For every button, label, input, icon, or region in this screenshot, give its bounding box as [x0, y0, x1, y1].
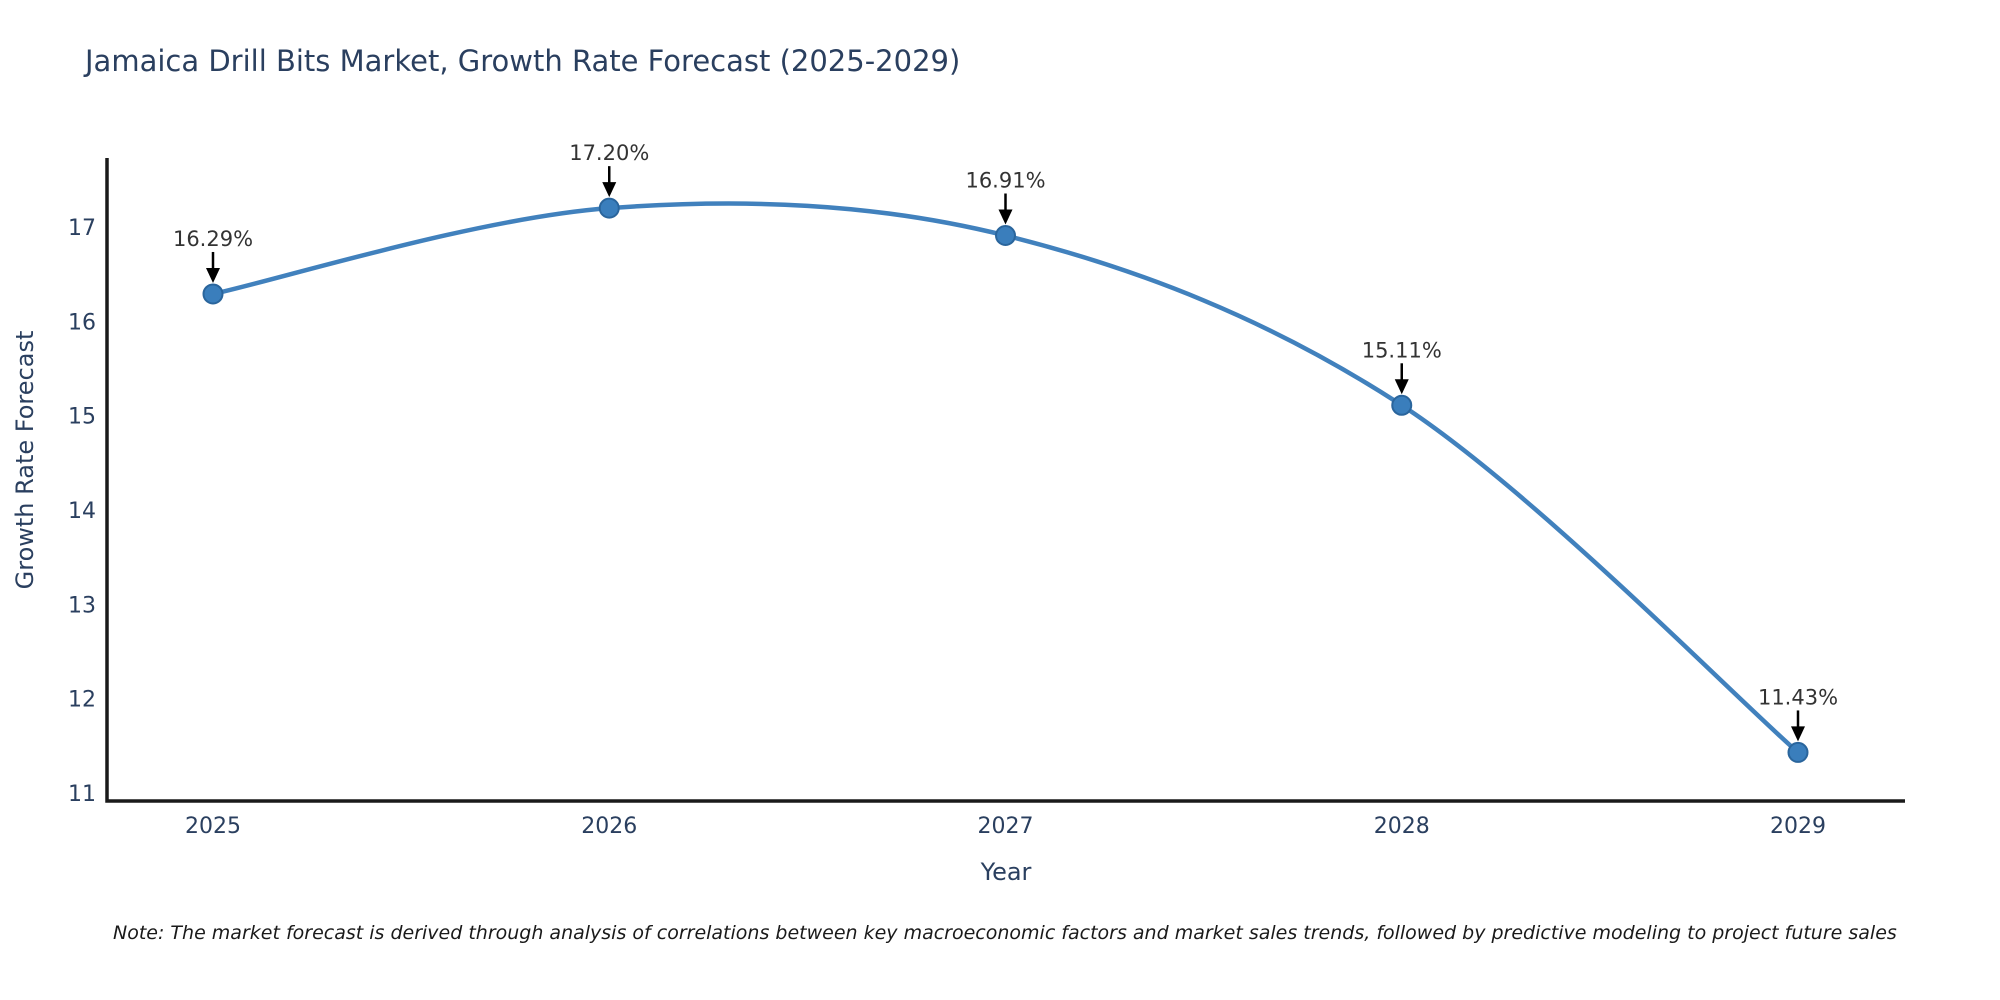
footnote: Note: The market forecast is derived thr…	[113, 922, 1897, 944]
data-point-label: 17.20%	[569, 141, 649, 165]
y-axis-tick-label: 11	[68, 782, 96, 807]
annotation-arrow-head	[1791, 726, 1805, 742]
trend-line	[210, 201, 1801, 755]
x-axis-tick-label: 2025	[185, 814, 241, 839]
annotation-arrow-head	[602, 182, 617, 198]
axis-lines	[105, 158, 1905, 803]
x-axis-tick-label: 2029	[1770, 814, 1826, 839]
data-point-label: 15.11%	[1362, 338, 1442, 362]
x-axis-tick-label: 2027	[978, 814, 1034, 839]
data-point-marker	[1391, 394, 1413, 416]
x-axis-tick-label: 2028	[1374, 814, 1430, 839]
data-point-marker	[598, 197, 620, 219]
x-axis-tick-label: 2026	[581, 814, 637, 839]
data-point-marker	[1787, 741, 1809, 763]
y-axis-tick-label: 17	[68, 216, 96, 241]
annotation-arrow-head	[998, 209, 1013, 225]
annotation-arrow-head	[206, 267, 220, 283]
y-axis-tick-label: 15	[68, 405, 96, 430]
y-axis-tick-label: 16	[68, 310, 96, 335]
data-point-label: 16.29%	[173, 227, 253, 251]
y-axis-tick-label: 13	[68, 593, 96, 618]
data-point-label: 16.91%	[965, 168, 1045, 192]
annotation-arrow-head	[1394, 379, 1409, 395]
x-axis-title: Year	[980, 858, 1032, 886]
data-point-marker	[995, 224, 1016, 246]
y-axis-tick-label: 14	[68, 499, 96, 524]
y-axis-tick-label: 12	[68, 688, 96, 713]
data-point-label: 11.43%	[1758, 685, 1838, 709]
data-point-marker	[202, 283, 224, 305]
chart-title: Jamaica Drill Bits Market, Growth Rate F…	[85, 44, 961, 78]
